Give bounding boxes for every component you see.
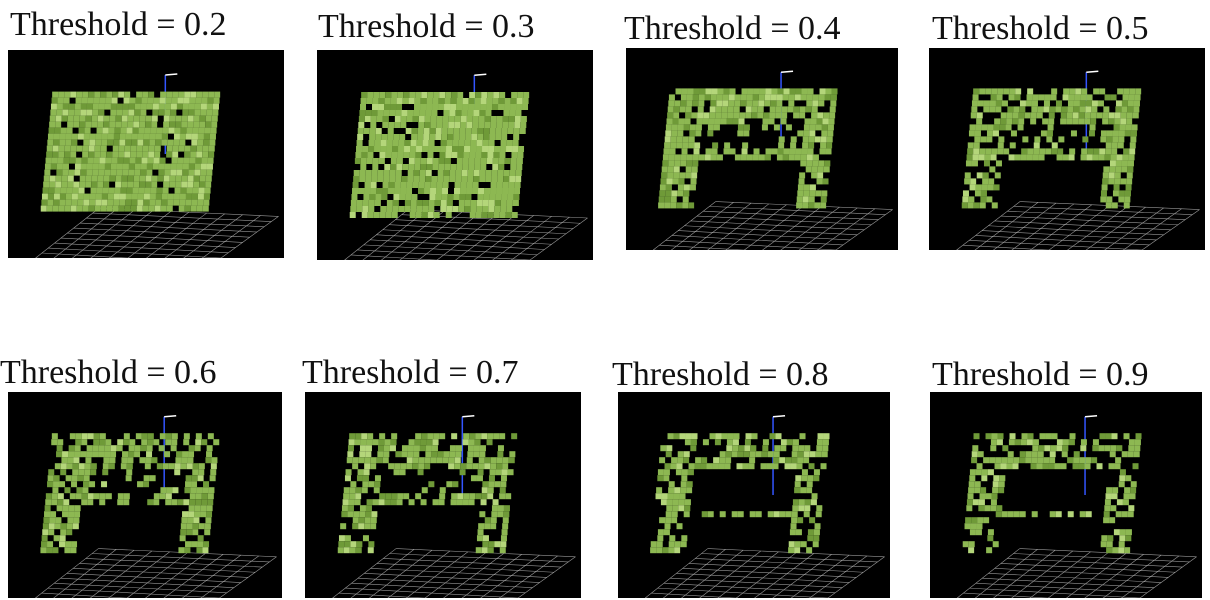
ground-grid: [35, 207, 279, 258]
panel-threshold-0-6: Threshold = 0.6: [0, 356, 290, 600]
voxel-object: [349, 92, 530, 218]
panel-threshold-0-9: Threshold = 0.9: [922, 358, 1210, 600]
ground-grid: [35, 548, 277, 598]
panel-threshold-0-7: Threshold = 0.7: [300, 356, 590, 600]
axis-gizmo: [461, 414, 475, 495]
voxel-object: [961, 88, 1142, 209]
voxel-render-viewport: [930, 392, 1202, 598]
ground-grid: [956, 201, 1200, 250]
voxel-object: [337, 433, 518, 554]
panel-threshold-0-8: Threshold = 0.8: [606, 358, 896, 600]
panel-caption: Threshold = 0.7: [302, 354, 519, 391]
panel-threshold-0-3: Threshold = 0.3: [310, 10, 600, 260]
ground-grid: [653, 201, 893, 250]
voxel-render-viewport: [929, 48, 1205, 250]
voxel-render: [653, 70, 893, 250]
panel-caption: Threshold = 0.5: [932, 10, 1149, 47]
voxel-render-viewport: [618, 392, 890, 598]
ground-grid: [332, 548, 576, 598]
ground-grid: [957, 548, 1197, 598]
panel-caption: Threshold = 0.4: [624, 10, 841, 47]
voxel-render: [957, 414, 1197, 598]
panel-caption: Threshold = 0.8: [612, 356, 829, 393]
voxel-render: [956, 70, 1200, 250]
panel-threshold-0-2: Threshold = 0.2: [0, 8, 290, 258]
voxel-render-viewport: [8, 392, 282, 598]
voxel-render: [344, 73, 588, 260]
panel-threshold-0-4: Threshold = 0.4: [620, 12, 910, 252]
panel-caption: Threshold = 0.2: [10, 6, 227, 43]
panel-caption: Threshold = 0.3: [318, 8, 535, 45]
voxel-render-viewport: [626, 48, 898, 250]
voxel-render: [35, 73, 279, 258]
ground-grid: [645, 548, 885, 598]
panel-caption: Threshold = 0.6: [0, 354, 217, 391]
voxel-render: [645, 414, 885, 598]
voxel-object: [40, 91, 221, 212]
panel-caption: Threshold = 0.9: [932, 356, 1149, 393]
voxel-object: [658, 88, 838, 209]
voxel-render-viewport: [317, 50, 593, 260]
voxel-render-viewport: [305, 392, 581, 598]
axis-gizmo: [1084, 414, 1098, 495]
voxel-object: [40, 433, 220, 554]
voxel-render: [332, 414, 576, 598]
panel-threshold-0-5: Threshold = 0.5: [926, 12, 1210, 252]
voxel-object: [650, 433, 830, 554]
voxel-object: [962, 433, 1142, 554]
voxel-render-viewport: [8, 50, 284, 258]
voxel-render: [35, 414, 277, 598]
